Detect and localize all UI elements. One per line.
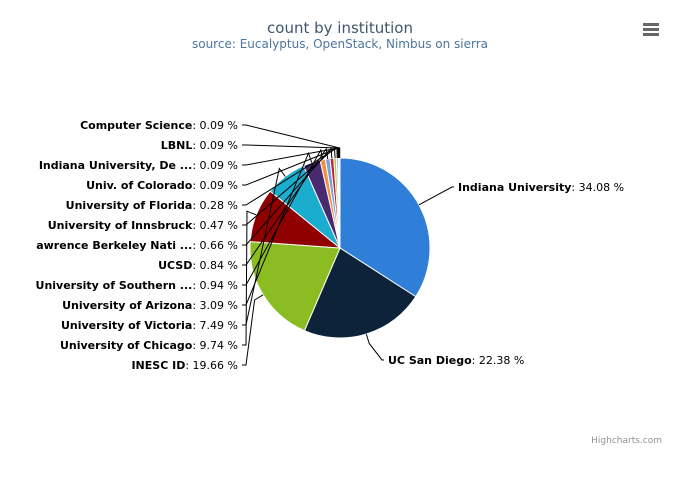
data-label: awrence Berkeley Nati ...: 0.66 %: [36, 239, 238, 252]
data-label: Univ. of Colorado: 0.09 %: [86, 179, 238, 192]
data-label-value: : 0.84 %: [192, 259, 238, 272]
data-label-name: UC San Diego: [388, 354, 472, 367]
label-connector: [242, 124, 341, 158]
data-label-value: : 3.09 %: [192, 299, 238, 312]
label-connector: [242, 210, 257, 346]
data-label: Indiana University: 34.08 %: [458, 181, 624, 194]
data-label-value: : 0.47 %: [192, 219, 238, 232]
data-label-value: : 0.09 %: [192, 159, 238, 172]
chart-title: count by institution: [267, 19, 413, 37]
pie-slice[interactable]: [303, 247, 417, 339]
data-label-name: University of Victoria: [61, 319, 192, 332]
credits-link[interactable]: Highcharts.com: [591, 436, 662, 446]
data-label: University of Chicago: 9.74 %: [60, 339, 238, 352]
label-connector: [242, 147, 338, 206]
data-label: INESC ID: 19.66 %: [131, 359, 238, 372]
data-label: University of Southern ...: 0.94 %: [36, 279, 238, 292]
data-label-name: University of Florida: [66, 199, 193, 212]
data-label: LBNL: 0.09 %: [161, 139, 238, 152]
data-label-value: : 22.38 %: [472, 354, 525, 367]
data-label-name: LBNL: [161, 139, 193, 152]
data-label-name: University of Southern ...: [36, 279, 193, 292]
data-label: University of Innsbruck: 0.47 %: [48, 219, 238, 232]
label-connectors: [242, 124, 454, 366]
data-label-name: University of Arizona: [62, 299, 192, 312]
data-labels: Indiana University: 34.08 % UC San Diego:…: [36, 119, 625, 372]
data-label-value: : 34.08 %: [571, 181, 624, 194]
data-label-name: Computer Science: [80, 119, 192, 132]
data-label-value: : 19.66 %: [185, 359, 238, 372]
data-label-value: : 0.09 %: [192, 119, 238, 132]
label-connector: [242, 294, 264, 366]
data-label-name: INESC ID: [131, 359, 185, 372]
data-label-name: Indiana University, De ...: [39, 159, 193, 172]
label-connector: [242, 147, 336, 226]
data-label-value: : 0.66 %: [192, 239, 238, 252]
label-connector: [242, 167, 286, 326]
data-label-name: UCSD: [158, 259, 192, 272]
data-label-value: : 7.49 %: [192, 319, 238, 332]
data-label-value: : 0.09 %: [192, 179, 238, 192]
pie-slice[interactable]: [249, 241, 341, 332]
data-label-value: : 0.28 %: [192, 199, 238, 212]
data-label: UC San Diego: 22.38 %: [388, 354, 524, 367]
data-label: UCSD: 0.84 %: [158, 259, 238, 272]
data-label-name: awrence Berkeley Nati ...: [36, 239, 192, 252]
data-label: University of Arizona: 3.09 %: [62, 299, 238, 312]
data-label-name: University of Innsbruck: [48, 219, 193, 232]
data-label: Indiana University, De ...: 0.09 %: [39, 159, 238, 172]
chart-subtitle: source: Eucalyptus, OpenStack, Nimbus on…: [192, 37, 488, 51]
label-connector: [418, 186, 454, 206]
data-label: University of Florida: 0.28 %: [66, 199, 238, 212]
label-connector: [365, 333, 384, 361]
pie-slice[interactable]: [338, 157, 341, 249]
data-label: Computer Science: 0.09 %: [80, 119, 238, 132]
data-label-name: Univ. of Colorado: [86, 179, 193, 192]
data-label-value: : 9.74 %: [192, 339, 238, 352]
data-label-name: University of Chicago: [60, 339, 193, 352]
label-connector: [242, 147, 339, 186]
label-connector: [242, 147, 333, 246]
label-connector: [242, 147, 340, 166]
data-label-value: : 0.94 %: [192, 279, 238, 292]
hamburger-menu-icon[interactable]: [637, 18, 665, 40]
data-label-name: Indiana University: [458, 181, 571, 194]
data-label: University of Victoria: 7.49 %: [61, 319, 238, 332]
data-label-value: : 0.09 %: [192, 139, 238, 152]
